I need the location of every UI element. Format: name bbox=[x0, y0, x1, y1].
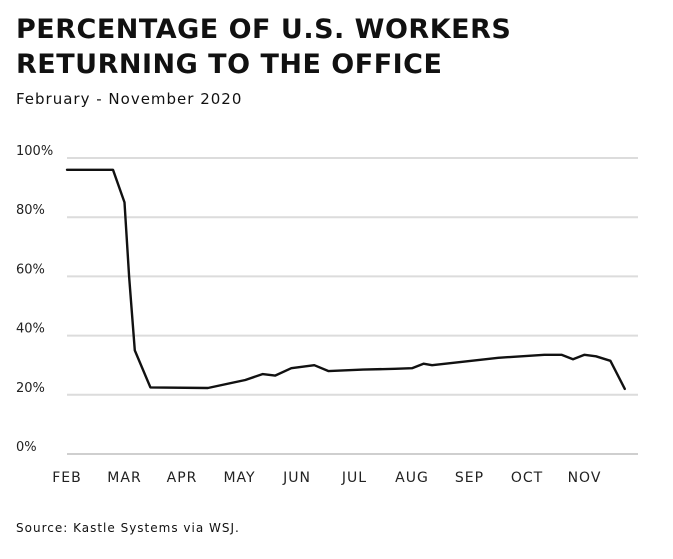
series-line bbox=[65, 168, 626, 391]
x-tick-label: OCT bbox=[511, 470, 543, 486]
x-tick-label: JUN bbox=[282, 470, 311, 486]
x-tick-label: MAR bbox=[107, 470, 141, 486]
x-tick-label: APR bbox=[167, 470, 198, 486]
x-tick-label: FEB bbox=[52, 470, 82, 486]
chart-source: Source: Kastle Systems via WSJ. bbox=[16, 521, 240, 535]
x-tick-label: MAY bbox=[223, 470, 255, 486]
y-tick-label: 0% bbox=[16, 440, 37, 455]
y-tick-label: 60% bbox=[16, 262, 45, 277]
y-tick-label: 20% bbox=[16, 381, 45, 396]
x-tick-label: NOV bbox=[568, 470, 602, 486]
chart-title: Percentage of U.S. workers returning to … bbox=[16, 14, 512, 80]
x-tick-label: JUL bbox=[341, 470, 367, 486]
y-tick-label: 100% bbox=[16, 144, 53, 159]
x-tick-label: AUG bbox=[395, 470, 429, 486]
y-tick-label: 80% bbox=[16, 203, 45, 218]
y-tick-label: 40% bbox=[16, 322, 45, 337]
chart-subtitle: February - November 2020 bbox=[16, 90, 243, 108]
x-tick-label: SEP bbox=[455, 470, 484, 486]
